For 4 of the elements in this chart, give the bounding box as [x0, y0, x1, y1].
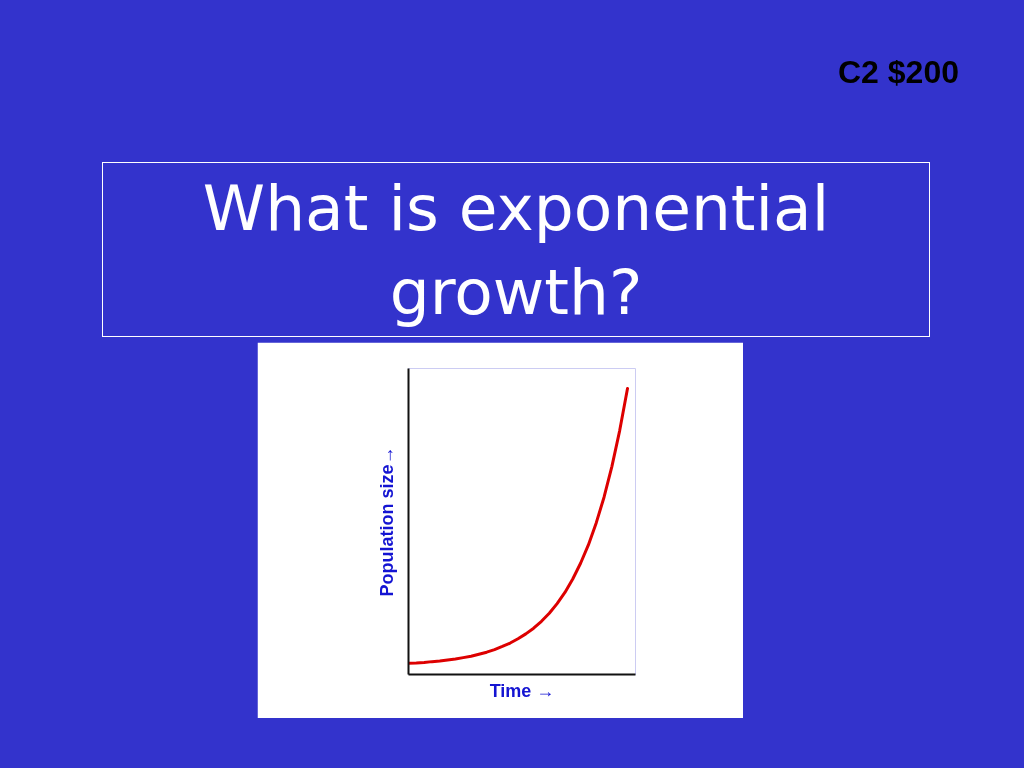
- chart-title: What is exponential growth?: [201, 171, 831, 331]
- text: C2 $200: [838, 53, 959, 92]
- x-axis-title: Time →: [489, 680, 555, 701]
- y-axis-title: Population size→: [376, 446, 397, 597]
